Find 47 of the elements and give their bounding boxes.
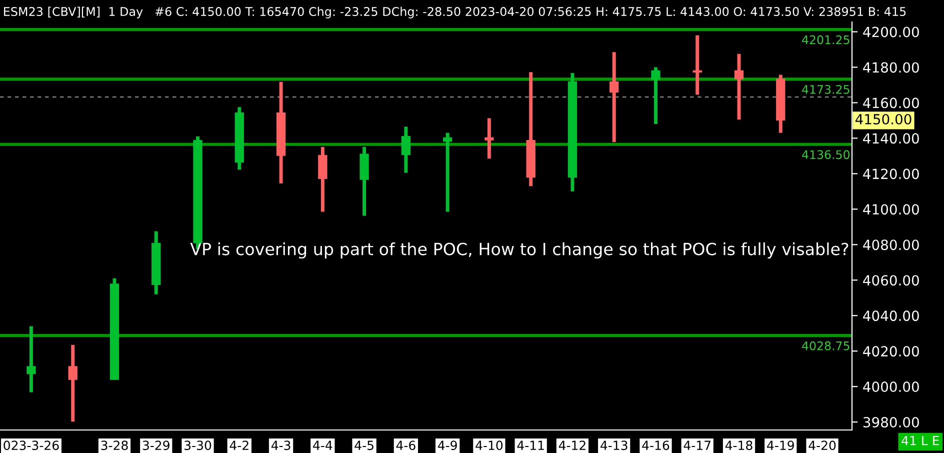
y-tick-label: 4040.00: [863, 310, 919, 322]
x-tick-label: 4-10: [476, 440, 503, 450]
y-tick-label: 4120.00: [863, 168, 919, 180]
text: 41 L E: [902, 436, 939, 446]
ref-line-label: 4136.50: [802, 150, 850, 160]
ref-line-label: 4201.25: [802, 35, 850, 44]
ref-line-label: 4173.25: [802, 84, 850, 94]
x-tick-label: 4-12: [558, 440, 586, 450]
candlestick: [610, 52, 619, 142]
chart-title: ESM23 [CBV][M] 1 Day #6 C: 4150.00 T: 165470 Chg: -23.25 DChg: -28.50 2023-04-20 07:56:25 H: 4175.75 L: 4143.00 O: 4173.50 V: 238951 B: 415: [4, 6, 906, 18]
y-tick-label: 4060.00: [863, 275, 919, 286]
candlestick: [68, 344, 78, 422]
x-tick-label: 4-9: [438, 440, 457, 450]
x-tick-label: 3-28: [101, 440, 128, 450]
y-tick-label: 4160.00: [863, 98, 919, 108]
x-tick-label: 4-18: [725, 440, 752, 450]
candlestick: [318, 147, 328, 212]
x-tick-label: 4-19: [767, 440, 794, 450]
x-tick-label: 3-30: [184, 440, 212, 450]
x-tick-label: 4-2: [230, 440, 248, 450]
x-tick-label: 4-16: [642, 440, 670, 450]
x-tick-label: 4-11: [517, 440, 544, 450]
x-tick-label: 4-3: [271, 440, 290, 450]
candlestick: [484, 118, 494, 159]
candlestick: [401, 126, 411, 173]
y-tick-label: 4140.00: [863, 133, 919, 144]
y-tick-label: 4020.00: [863, 346, 919, 357]
x-tick-label: 3-29: [142, 440, 170, 450]
candlestick: [26, 326, 36, 392]
annotation: VP is covering up part of the POC, How to I change so that POC is fully visable?: [190, 242, 848, 259]
y-tick-label: 4200.00: [863, 26, 919, 38]
y-tick-label: 3980.00: [863, 416, 919, 428]
x-tick-label: 023-3-26: [4, 440, 59, 450]
text: 4150.00: [855, 114, 912, 124]
x-tick-label: 4-13: [600, 440, 628, 450]
candlestick: [651, 67, 660, 124]
y-tick-label: 4180.00: [863, 62, 919, 73]
y-tick-label: 4080.00: [863, 240, 919, 250]
candlestick: [734, 54, 744, 120]
x-tick-label: 4-6: [396, 440, 416, 450]
ref-line-label: 4028.75: [802, 341, 850, 350]
x-tick-label: 4-4: [313, 440, 332, 450]
x-tick-label: 4-20: [808, 440, 836, 450]
x-tick-label: 4-17: [684, 440, 710, 450]
y-tick-label: 4000.00: [863, 382, 919, 392]
y-tick-label: 4100.00: [863, 204, 919, 215]
x-tick-label: 4-5: [354, 440, 374, 450]
